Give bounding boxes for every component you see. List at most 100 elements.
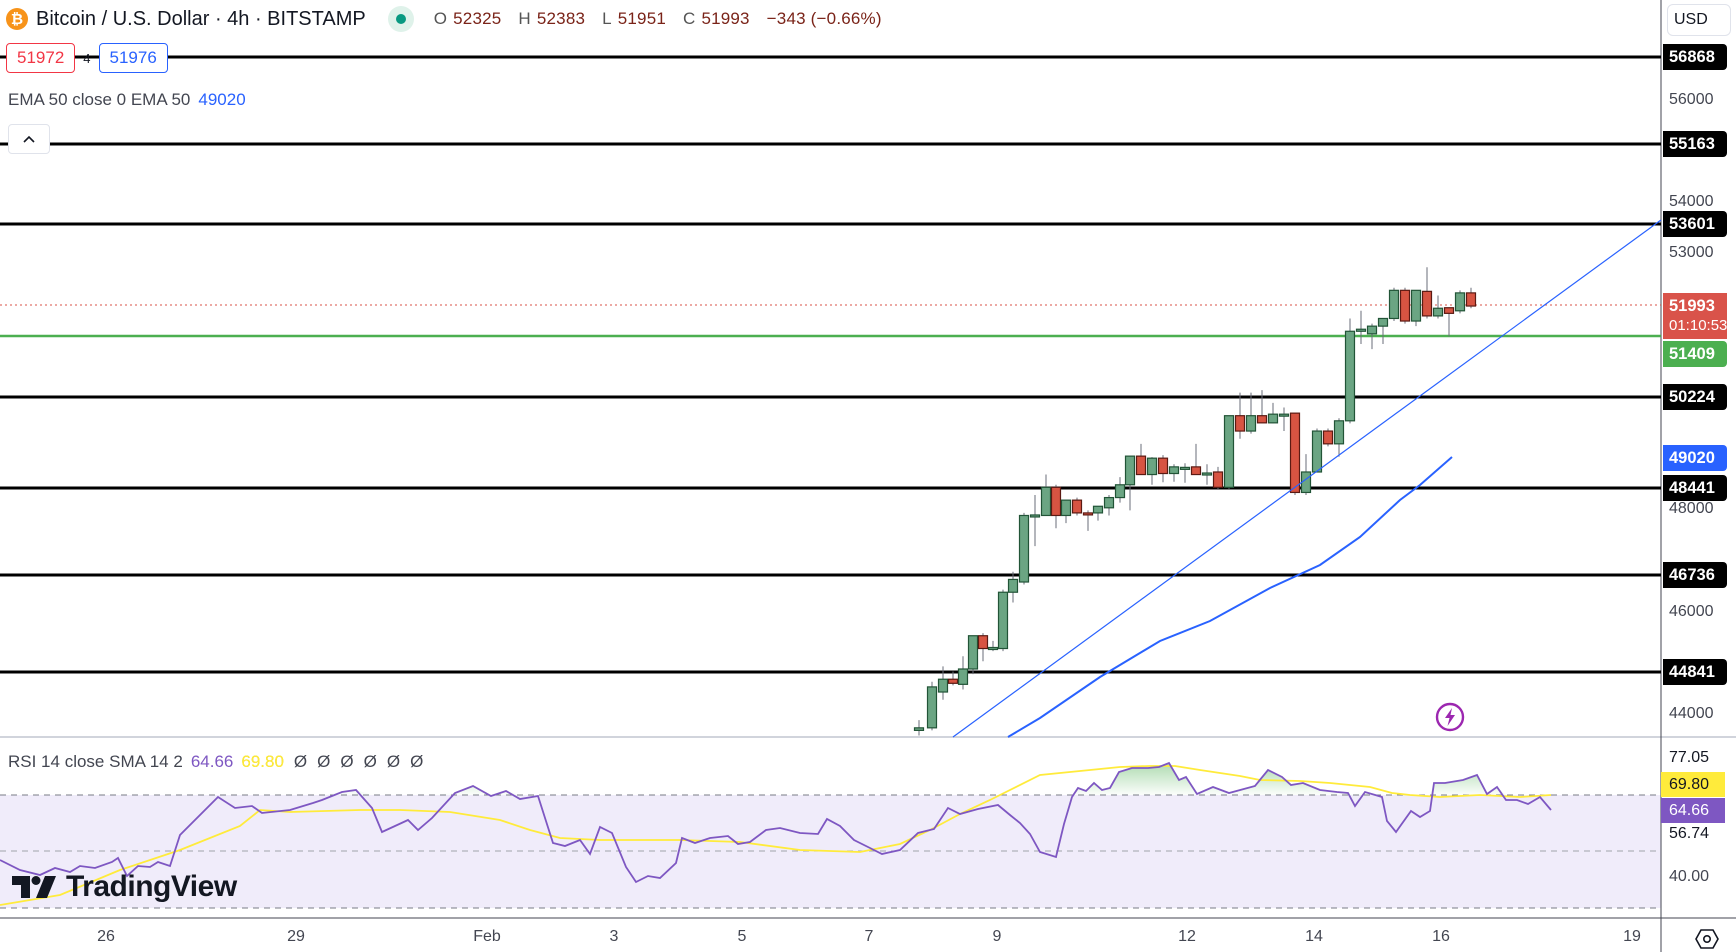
rsi-axis-low: 40.00 (1669, 868, 1710, 885)
ema-legend-label: EMA 50 close 0 EMA 50 (8, 90, 191, 109)
rsi-axis-mid: 56.74 (1669, 825, 1710, 842)
candle (1355, 310, 1367, 345)
candle (1190, 443, 1202, 476)
lightning-bolt-icon[interactable] (1435, 702, 1465, 732)
price-tick-53000: 53000 (1669, 244, 1714, 261)
time-label-5: 5 (737, 928, 747, 945)
buy-button[interactable]: 51976 (98, 43, 168, 73)
candle (947, 671, 959, 686)
candle (1092, 505, 1104, 521)
spread-value: 4 (83, 50, 91, 66)
bitcoin-icon: ₿ (6, 8, 28, 30)
candle (1234, 392, 1246, 439)
level-51409-tag: 51409 (1663, 341, 1727, 367)
rsi-axis-top: 77.05 (1669, 749, 1710, 766)
price-tick-48000: 48000 (1669, 500, 1714, 517)
candle (1267, 402, 1279, 424)
time-label-3: 3 (609, 928, 619, 945)
trade-buttons: 51972 4 51976 (6, 43, 168, 73)
candle (913, 720, 925, 736)
candle (1124, 455, 1136, 511)
candle (1168, 464, 1180, 482)
candle (1245, 392, 1257, 434)
time-label-12: 12 (1178, 928, 1196, 945)
candle (1388, 287, 1400, 322)
trend-line[interactable] (952, 219, 1662, 738)
level-56868-tag: 56868 (1663, 44, 1727, 70)
rsi-value: 64.66 (190, 752, 234, 771)
time-label-26: 26 (97, 928, 115, 945)
price-tick-54000: 54000 (1669, 193, 1714, 210)
time-label-29: 29 (287, 928, 305, 945)
candle (1060, 499, 1072, 524)
candle (1399, 287, 1411, 324)
candle (1114, 477, 1126, 503)
rsi-legend-label: RSI 14 close SMA 14 2 (8, 752, 183, 771)
time-label-19: 19 (1623, 928, 1641, 945)
candle (1432, 295, 1444, 319)
tradingview-text: TradingView (66, 870, 237, 903)
low-value: 51951 (617, 9, 667, 28)
candle (1366, 323, 1378, 350)
settings-hex-icon[interactable] (1694, 926, 1720, 952)
candle (1103, 495, 1115, 516)
price-tick-56000: 56000 (1669, 91, 1714, 108)
candle (1146, 457, 1158, 485)
candle (1050, 484, 1062, 529)
time-label-9: 9 (992, 928, 1002, 945)
ohlc-values: O 52325 H 52383 L 51951 C 51993 −343 (−0.66%… (433, 9, 882, 28)
candle (1071, 497, 1083, 516)
candle (1322, 428, 1334, 447)
candle (1212, 466, 1224, 490)
ema-legend-value: 49020 (198, 90, 246, 109)
candle (977, 633, 989, 662)
candle (1179, 463, 1191, 483)
ema-50-line (1007, 456, 1453, 738)
rsi-legend[interactable]: RSI 14 close SMA 14 2 64.66 69.80 Ø Ø Ø Ø Ø Ø (8, 752, 424, 771)
collapse-legend-button[interactable] (8, 124, 50, 154)
candle (1289, 412, 1301, 496)
rsi-sma-tag: 69.80 (1661, 772, 1725, 797)
candle (1421, 267, 1433, 319)
candle (987, 640, 999, 652)
candle (1311, 428, 1323, 473)
symbol-title[interactable]: Bitcoin / U.S. Dollar · 4h · BITSTAMP (36, 7, 366, 30)
time-label-Feb: Feb (473, 928, 501, 945)
ema-49020-tag: 49020 (1663, 445, 1727, 471)
candle (1443, 307, 1455, 337)
chevron-up-icon (23, 135, 35, 143)
level-53601-tag: 53601 (1663, 211, 1727, 237)
level-55163-tag: 55163 (1663, 131, 1727, 157)
close-value: 51993 (701, 9, 750, 28)
tradingview-logo[interactable]: TradingView (12, 870, 237, 904)
candle (1300, 454, 1312, 496)
candle (1201, 464, 1213, 485)
candle (957, 656, 969, 690)
price-tick-44000: 44000 (1669, 705, 1714, 722)
rsi-value-tag: 64.66 (1661, 798, 1725, 823)
currency-button[interactable]: USD (1667, 4, 1731, 36)
candle (1377, 317, 1389, 345)
market-open-dot-icon (387, 6, 414, 32)
time-label-7: 7 (864, 928, 874, 945)
candle (1223, 415, 1235, 489)
candle (937, 666, 949, 700)
level-50224-tag: 50224 (1663, 384, 1727, 410)
candle (1018, 512, 1030, 585)
rsi-sma-value: 69.80 (241, 752, 284, 771)
sell-button[interactable]: 51972 (6, 43, 76, 73)
ema-legend[interactable]: EMA 50 close 0 EMA 50 49020 (8, 90, 246, 110)
last-price-tag: 51993 01:10:53 (1663, 293, 1727, 339)
level-48441-tag: 48441 (1663, 475, 1727, 501)
candle (1157, 455, 1169, 483)
price-tick-46000: 46000 (1669, 603, 1714, 620)
time-label-16: 16 (1432, 928, 1450, 945)
change-value: −343 (−0.66%) (766, 9, 882, 28)
level-44841-tag: 44841 (1663, 659, 1727, 685)
candle (1465, 287, 1477, 309)
chart-header: ₿ Bitcoin / U.S. Dollar · 4h · BITSTAMP … (6, 4, 888, 34)
tradingview-mark-icon (12, 876, 56, 898)
candle (926, 681, 938, 731)
rsi-overbought-fill (0, 763, 1551, 795)
